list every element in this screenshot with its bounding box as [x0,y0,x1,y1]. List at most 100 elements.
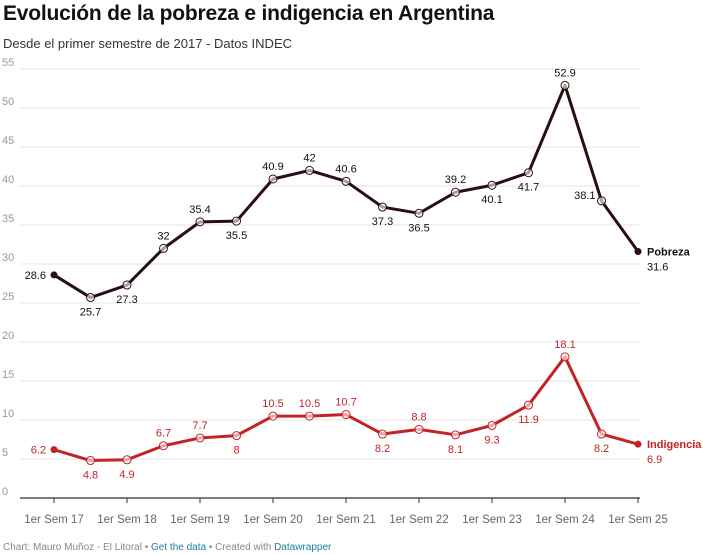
x-tick-label: 1er Sem 21 [316,514,375,526]
data-label: 6.2 [31,445,46,457]
data-point [634,248,642,256]
data-point [232,216,241,226]
data-point [560,80,570,90]
data-label: 52.9 [554,67,575,79]
data-label: 36.5 [408,222,429,234]
data-point [232,431,241,441]
data-label: 25.7 [80,307,101,319]
data-label: 8.2 [375,443,390,455]
data-label: 6.7 [156,428,171,440]
footer-sep: • [144,542,149,553]
series-label: Indigencia [647,439,702,451]
datawrapper-link[interactable]: Datawrapper [274,542,332,553]
data-point [414,424,424,434]
data-point [305,411,314,421]
data-point [50,446,58,454]
y-tick-label: 10 [2,408,14,420]
y-tick-label: 55 [2,57,14,69]
chart-subtitle: Desde el primer semestre de 2017 - Datos… [3,36,293,51]
data-label: 9.3 [484,434,499,446]
x-tick-label: 1er Sem 24 [535,514,595,526]
x-tick-label: 1er Sem 25 [608,514,667,526]
y-tick-label: 30 [2,252,14,264]
data-label: 42 [303,152,315,164]
x-tick-label: 1er Sem 23 [462,514,521,526]
y-tick-label: 5 [2,447,8,459]
data-point [50,271,58,279]
footer-credit: Chart: Mauro Muñoz - El Litoral [3,542,142,553]
data-point [597,429,606,439]
line-chart: 0 5 10 15 20 25 30 35 40 45 50 55 1er Sem 17 1er Sem … [2,57,702,526]
data-label: 35.4 [189,204,210,216]
data-label: 40.6 [335,163,356,175]
data-point [195,433,205,443]
data-point [341,176,351,186]
data-point [195,217,205,227]
y-tick-label: 50 [2,96,14,108]
data-label: 8.1 [448,444,463,456]
data-point [451,187,460,197]
y-tick-label: 20 [2,330,14,342]
y-tick-label: 25 [2,291,14,303]
data-label: 18.1 [554,339,575,351]
data-label: 38.1 [574,190,595,202]
data-point [560,352,570,362]
footer-created: Created with [215,542,272,553]
data-label: 40.9 [262,161,283,173]
data-point [451,430,460,440]
x-tick-label: 1er Sem 20 [243,514,302,526]
x-tick-label: 1er Sem 17 [24,514,83,526]
data-point [268,174,278,184]
get-data-link[interactable]: Get the data [151,542,207,553]
data-point [414,208,424,218]
data-point [524,168,533,178]
data-point [122,280,132,290]
data-label: 32 [157,230,169,242]
data-label: 4.9 [119,469,134,481]
data-label: 37.3 [372,216,393,228]
footer-sep: • [208,542,213,553]
data-label: 10.5 [262,398,283,410]
data-point [378,202,387,212]
data-point [597,196,606,206]
y-tick-label: 35 [2,213,14,225]
data-point [634,440,642,448]
data-label: 35.5 [226,230,247,242]
data-label: 11.9 [518,414,539,426]
footer: Chart: Mauro Muñoz - El Litoral • Get th… [3,542,331,553]
data-point [487,180,497,190]
data-label: 10.5 [299,398,320,410]
data-point [159,441,168,451]
data-point [122,455,132,465]
data-label: 4.8 [83,470,98,482]
data-point [305,165,314,175]
series-label: Pobreza [647,247,691,259]
data-point [487,420,497,430]
x-tick-label: 1er Sem 19 [170,514,229,526]
y-tick-label: 40 [2,174,14,186]
data-point [378,429,387,439]
data-label: 39.2 [445,174,466,186]
data-label: 27.3 [116,294,137,306]
data-point [86,456,95,466]
data-label: 41.7 [518,182,539,194]
y-tick-label: 0 [2,486,8,498]
data-point [268,411,278,421]
data-label: 28.6 [25,270,46,282]
data-label: 7.7 [192,420,207,432]
series-line-indigencia [53,355,639,463]
data-label: 8.2 [594,443,609,455]
data-label: 10.7 [335,397,356,409]
data-label: 8.8 [411,411,426,423]
data-point [86,293,95,303]
data-point [159,243,168,253]
y-tick-label: 45 [2,135,14,147]
chart-title: Evolución de la pobreza e indigencia en … [3,2,495,25]
series-line-pobreza [53,83,640,300]
data-label: 6.9 [647,454,662,466]
y-tick-label: 15 [2,369,14,381]
data-label: 31.6 [647,262,668,274]
x-tick-label: 1er Sem 18 [97,514,156,526]
data-label: 40.1 [481,194,502,206]
